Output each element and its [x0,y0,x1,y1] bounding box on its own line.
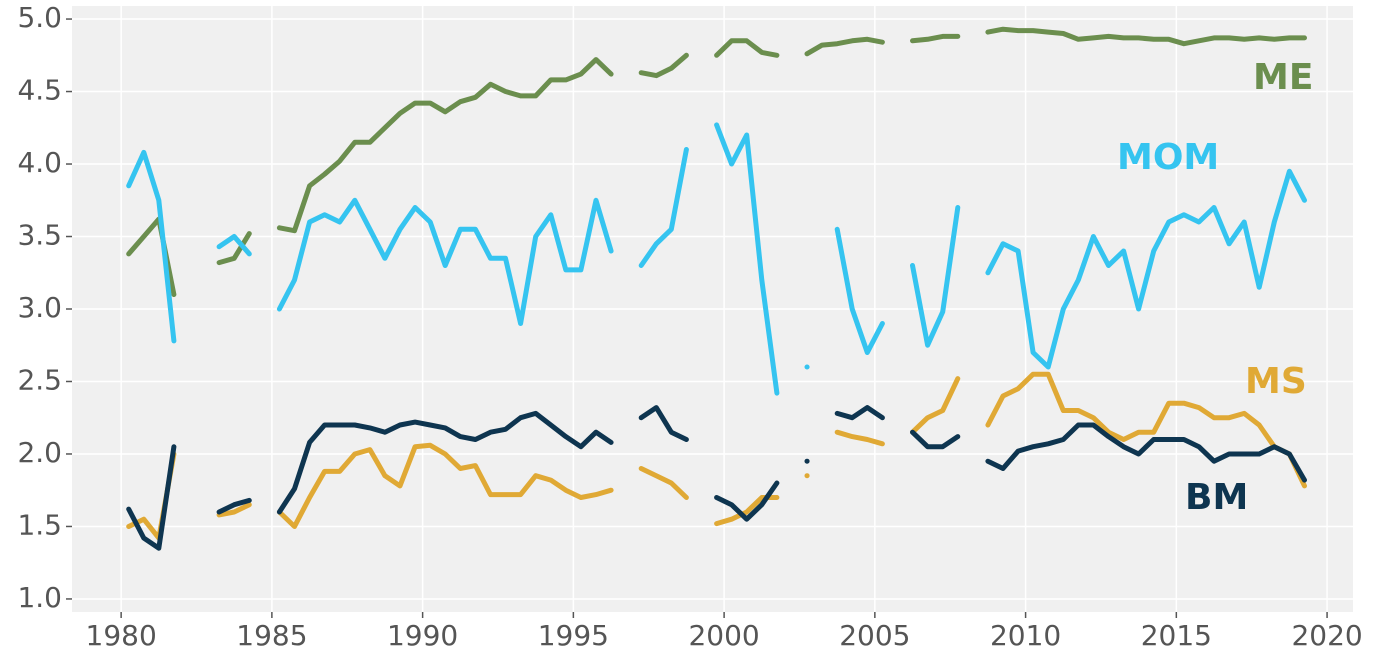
x-tick-label: 1995 [538,619,609,652]
series-label: MS [1245,361,1307,402]
x-tick-label: 1990 [387,619,458,652]
y-tick-label: 4.5 [17,74,62,107]
y-tick-label: 3.0 [17,291,62,324]
y-tick-label: 3.5 [17,219,62,252]
y-tick-label: 1.5 [17,508,62,541]
series-line [126,371,1307,541]
x-tick-label: 1980 [86,619,157,652]
y-tick-label: 5.0 [17,1,62,34]
series-label: BM [1185,477,1248,518]
series-label: MOM [1117,137,1219,178]
y-tick-label: 2.5 [17,363,62,396]
series-line [126,122,1307,396]
x-tick-label: 2005 [839,619,910,652]
x-tick-label: 2000 [688,619,759,652]
x-tick-label: 2010 [990,619,1061,652]
series-line [126,405,1307,551]
x-tick-label: 2015 [1141,619,1212,652]
y-tick-label: 2.0 [17,436,62,469]
y-tick-label: 4.0 [17,146,62,179]
series-line [126,26,1307,297]
series-label: ME [1253,57,1313,98]
x-tick-label: 2020 [1291,619,1362,652]
y-tick-label: 1.0 [17,581,62,614]
x-tick-label: 1985 [236,619,307,652]
